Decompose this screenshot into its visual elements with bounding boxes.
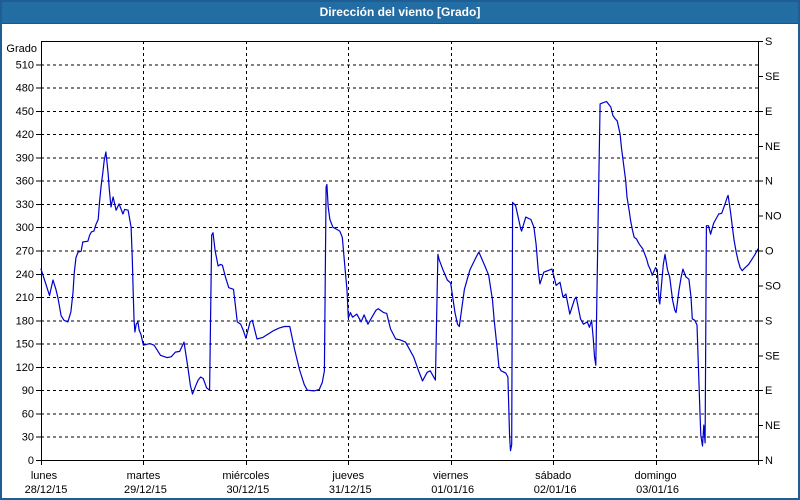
day-date-label: 03/01/16 xyxy=(636,484,679,496)
left-tick-label: 240 xyxy=(16,269,34,281)
left-tick-label: 330 xyxy=(16,199,34,211)
right-tick-label: E xyxy=(765,106,772,118)
right-axis: N NE E SE S SO O NO N NE E SE S xyxy=(758,36,782,467)
day-name-label: lunes xyxy=(31,470,58,482)
left-tick-label: 0 xyxy=(28,455,34,467)
left-tick-label: 30 xyxy=(22,432,34,444)
right-tick-label: SE xyxy=(765,71,780,83)
left-tick-label: 510 xyxy=(16,59,34,71)
left-tick-label: 180 xyxy=(16,315,34,327)
left-tick-label: 60 xyxy=(22,408,34,420)
right-tick-label: SO xyxy=(765,280,781,292)
left-tick-label: 360 xyxy=(16,176,34,188)
left-tick-label: 90 xyxy=(22,385,34,397)
day-date-label: 02/01/16 xyxy=(534,484,577,496)
right-tick-label: NE xyxy=(765,141,780,153)
right-tick-label: N xyxy=(765,455,773,467)
left-tick-label: 210 xyxy=(16,292,34,304)
chart-area: 0 30 60 90 120 150 180 210 240 270 300 330 360 390 420… xyxy=(2,24,798,498)
wind-direction-line xyxy=(40,100,759,452)
left-tick-label: 300 xyxy=(16,222,34,234)
left-axis: 0 30 60 90 120 150 180 210 240 270 300 330 360 390 420… xyxy=(6,43,41,467)
right-tick-label: N xyxy=(765,176,773,188)
right-tick-label: NO xyxy=(765,211,782,223)
left-tick-label: 150 xyxy=(16,339,34,351)
day-name-label: martes xyxy=(127,470,161,482)
left-tick-label: 120 xyxy=(16,362,34,374)
right-tick-label: SE xyxy=(765,350,780,362)
day-name-label: sábado xyxy=(535,470,571,482)
day-labels: lunes 28/12/15 martes 29/12/15 miércoles 30/1… xyxy=(25,470,679,496)
right-tick-label: O xyxy=(765,246,774,258)
left-tick-label: 390 xyxy=(16,152,34,164)
day-name-label: jueves xyxy=(331,470,364,482)
right-tick-label: S xyxy=(765,315,772,327)
vertical-gridlines xyxy=(143,41,657,460)
bottom-axis xyxy=(41,460,759,465)
left-tick-label: 450 xyxy=(16,106,34,118)
day-date-label: 01/01/16 xyxy=(431,484,474,496)
title-bar: Dirección del viento [Grado] xyxy=(2,2,798,24)
left-tick-label: 270 xyxy=(16,246,34,258)
right-tick-label: S xyxy=(765,36,772,48)
window-title: Dirección del viento [Grado] xyxy=(319,5,481,19)
left-tick-label: 480 xyxy=(16,83,34,95)
right-tick-label: E xyxy=(765,385,772,397)
right-tick-label: NE xyxy=(765,420,780,432)
left-axis-title: Grado xyxy=(6,43,37,55)
day-date-label: 29/12/15 xyxy=(124,484,167,496)
day-name-label: domingo xyxy=(634,470,676,482)
day-name-label: viernes xyxy=(433,470,469,482)
data-series xyxy=(40,100,759,452)
day-name-label: miércoles xyxy=(222,470,270,482)
day-date-label: 28/12/15 xyxy=(25,484,68,496)
left-tick-label: 420 xyxy=(16,129,34,141)
horizontal-gridlines xyxy=(41,64,758,438)
wind-direction-chart: 0 30 60 90 120 150 180 210 240 270 300 330 360 390 420… xyxy=(6,36,782,496)
day-date-label: 30/12/15 xyxy=(226,484,269,496)
day-date-label: 31/12/15 xyxy=(329,484,372,496)
